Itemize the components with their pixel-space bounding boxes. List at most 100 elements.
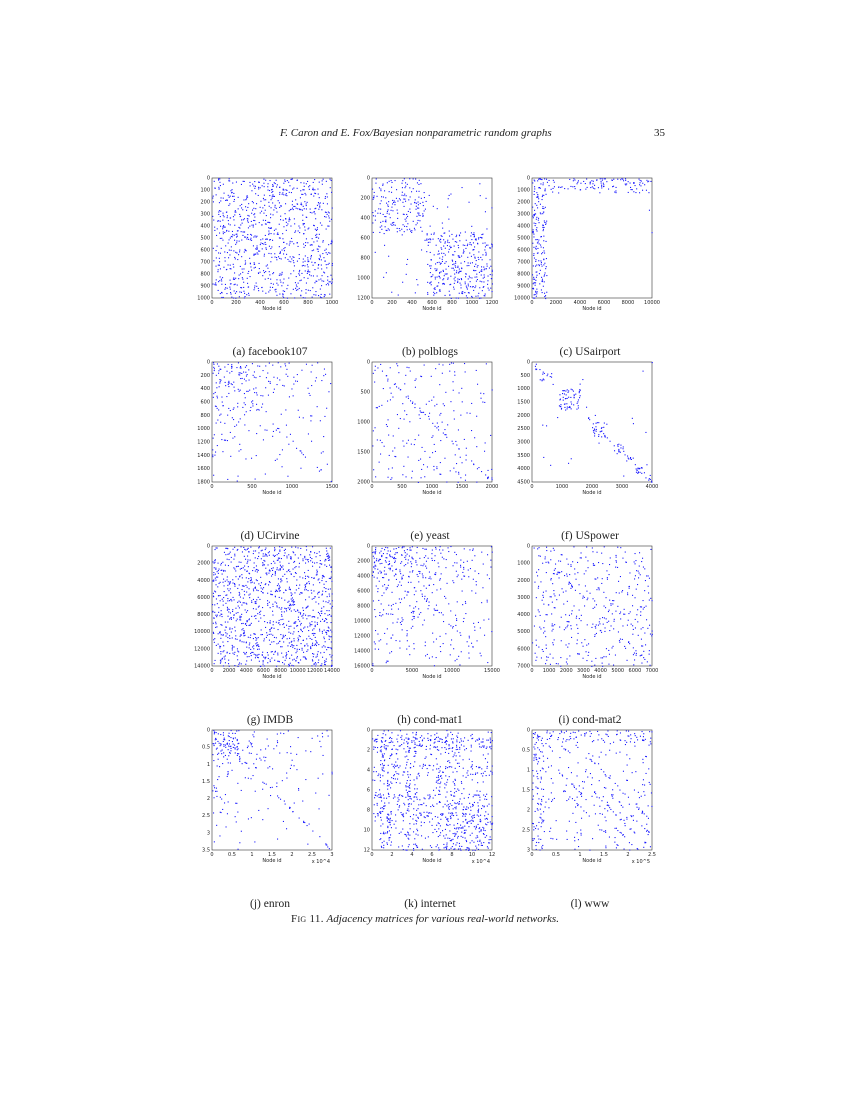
edge-point xyxy=(250,578,252,580)
edge-point xyxy=(479,195,481,197)
edge-point xyxy=(423,464,425,466)
edge-point xyxy=(578,390,580,392)
edge-point xyxy=(296,657,298,659)
matrix-panel: 0 1000 2000 3000 4000 5000 6000 7000 0 1000 2000 30… xyxy=(510,536,670,727)
edge-point xyxy=(290,605,292,607)
edge-point xyxy=(402,574,404,576)
edge-point xyxy=(586,624,588,626)
edge-point xyxy=(372,231,374,233)
edge-point xyxy=(245,262,247,264)
edge-point xyxy=(265,238,267,240)
edge-point xyxy=(620,611,622,613)
edge-point xyxy=(218,281,220,283)
edge-point xyxy=(314,624,316,626)
edge-point xyxy=(289,556,291,558)
edge-point xyxy=(609,440,611,442)
edge-point xyxy=(410,549,412,551)
x-tick-label: 2000 xyxy=(486,484,499,490)
edge-point xyxy=(240,663,242,665)
edge-point xyxy=(221,569,223,571)
edge-point xyxy=(238,390,240,392)
edge-point xyxy=(435,368,437,370)
edge-point xyxy=(265,247,267,249)
edge-point xyxy=(216,245,218,247)
edge-point xyxy=(598,422,600,424)
edge-point xyxy=(265,265,267,267)
edge-point xyxy=(331,207,333,209)
edge-point xyxy=(317,662,319,664)
edge-point xyxy=(281,273,283,275)
edge-point xyxy=(441,421,443,423)
edge-point xyxy=(234,585,236,587)
edge-point xyxy=(283,182,285,184)
edge-point xyxy=(234,665,236,667)
edge-point xyxy=(317,593,319,595)
edge-point xyxy=(213,572,215,574)
edge-point xyxy=(324,560,326,562)
edge-point xyxy=(261,634,263,636)
edge-point xyxy=(641,662,643,664)
edge-point xyxy=(241,577,243,579)
edge-point xyxy=(454,454,456,456)
edge-point xyxy=(270,282,272,284)
edge-point xyxy=(236,235,238,237)
edge-point xyxy=(297,609,299,611)
edge-point xyxy=(568,396,570,398)
edge-point xyxy=(247,566,249,568)
edge-point xyxy=(461,590,463,592)
edge-point xyxy=(243,585,245,587)
edge-point xyxy=(433,232,435,234)
edge-point xyxy=(591,180,593,182)
edge-point xyxy=(246,570,248,572)
edge-point xyxy=(213,663,215,665)
edge-point xyxy=(538,611,540,613)
edge-point xyxy=(409,228,411,230)
edge-point xyxy=(223,738,225,740)
edge-point xyxy=(296,374,298,376)
edge-point xyxy=(574,186,576,188)
edge-point xyxy=(311,616,313,618)
edge-point xyxy=(291,644,293,646)
x-tick-label: 10000 xyxy=(444,668,460,674)
edge-point xyxy=(551,376,553,378)
edge-point xyxy=(536,242,538,244)
edge-point xyxy=(372,571,374,573)
edge-point xyxy=(476,468,478,470)
edge-point xyxy=(426,599,428,601)
edge-point xyxy=(280,634,282,636)
edge-point xyxy=(435,572,437,574)
edge-point xyxy=(304,589,306,591)
edge-point xyxy=(271,657,273,659)
edge-point xyxy=(267,564,269,566)
edge-point xyxy=(327,557,329,559)
edge-point xyxy=(487,554,489,556)
edge-point xyxy=(407,215,409,217)
edge-point xyxy=(226,229,228,231)
edge-point xyxy=(222,226,224,228)
edge-point xyxy=(222,808,224,810)
x-tick-label: 600 xyxy=(427,300,437,306)
edge-point xyxy=(542,226,544,228)
edge-point xyxy=(307,649,309,651)
y-tick-label: 400 xyxy=(200,224,210,230)
edge-point xyxy=(269,630,271,632)
edge-point xyxy=(228,230,230,232)
edge-point xyxy=(256,433,258,435)
edge-point xyxy=(621,178,623,180)
edge-point xyxy=(217,595,219,597)
edge-point xyxy=(220,210,222,212)
edge-point xyxy=(612,186,614,188)
edge-point xyxy=(228,659,230,661)
edge-point xyxy=(228,249,230,251)
edge-point xyxy=(236,549,238,551)
edge-point xyxy=(385,546,387,548)
edge-point xyxy=(276,606,278,608)
edge-point xyxy=(533,236,535,238)
edge-point xyxy=(398,427,400,429)
edge-point xyxy=(300,279,302,281)
edge-point xyxy=(592,564,594,566)
edge-point xyxy=(299,197,301,199)
edge-point xyxy=(224,570,226,572)
edge-point xyxy=(465,454,467,456)
